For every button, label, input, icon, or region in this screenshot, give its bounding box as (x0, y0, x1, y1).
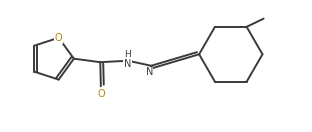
Text: N: N (124, 59, 131, 69)
Text: N: N (146, 67, 153, 77)
Text: H: H (124, 50, 131, 59)
Text: O: O (55, 33, 62, 43)
Text: O: O (97, 89, 105, 99)
